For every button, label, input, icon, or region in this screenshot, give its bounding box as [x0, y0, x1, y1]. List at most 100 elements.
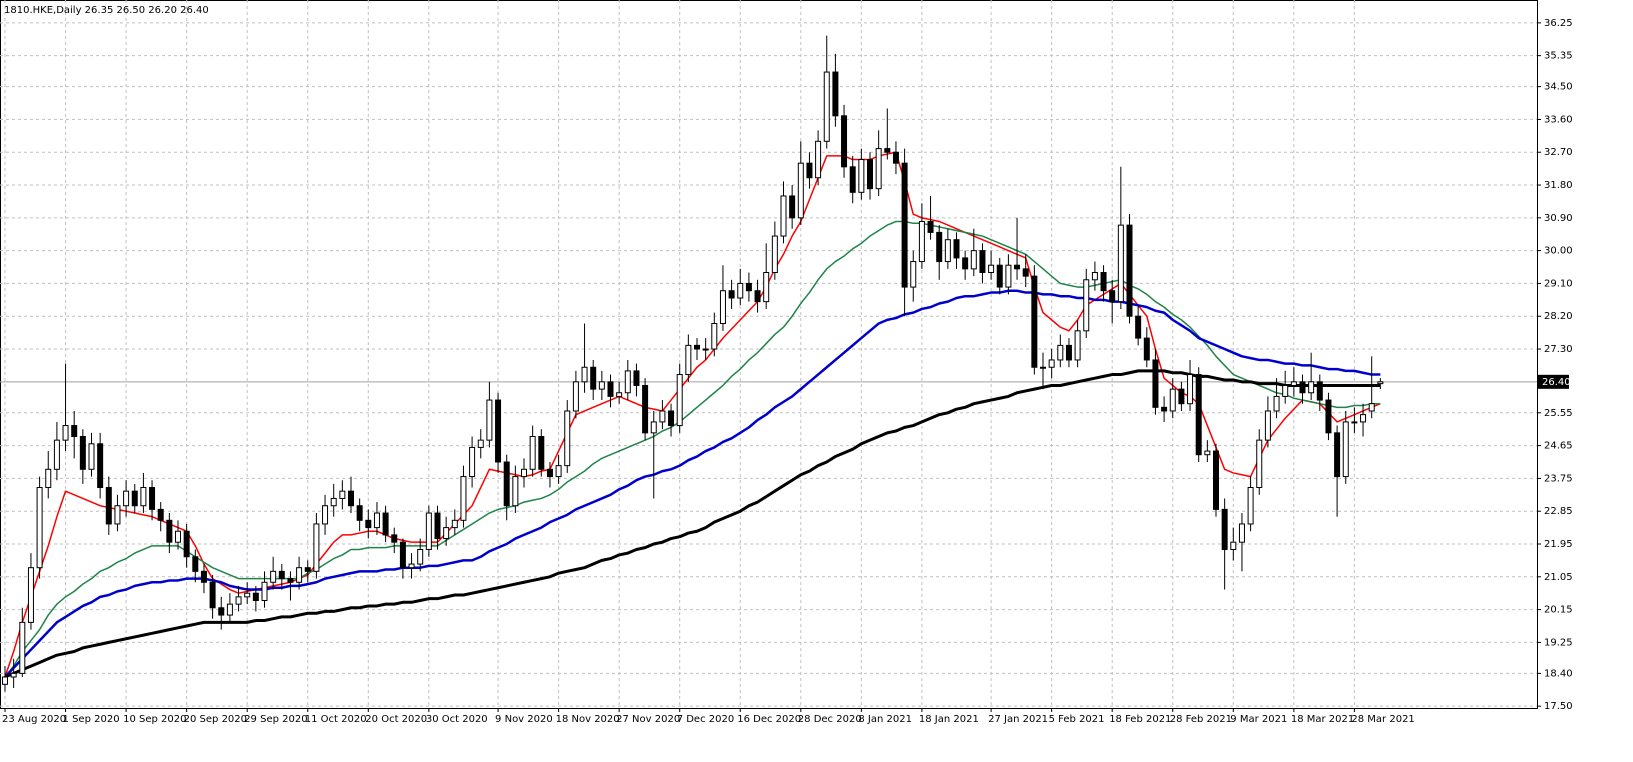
candle-body [1022, 268, 1029, 277]
y-tick-label: 19.25 [1544, 637, 1573, 648]
candle-body [278, 570, 285, 580]
y-tick-label: 18.40 [1544, 668, 1573, 679]
candle-body [771, 235, 778, 273]
candle-body [391, 534, 398, 543]
candle-body [477, 439, 484, 448]
candle-body [114, 505, 121, 525]
candle-body [616, 392, 623, 397]
candle-body [1256, 439, 1263, 489]
candle-body [1143, 337, 1150, 361]
candle-body [659, 410, 666, 423]
candle-body [356, 505, 363, 521]
y-tick-label: 27.30 [1544, 344, 1573, 355]
candle-body [780, 195, 787, 237]
last-price-box [1538, 374, 1569, 389]
candle-body [685, 344, 692, 376]
x-tick-label: 18 Nov 2020 [556, 714, 620, 725]
candle-body [901, 162, 908, 288]
candle-body [546, 468, 553, 478]
candle-body [1005, 264, 1012, 288]
candle-body [252, 592, 259, 601]
y-tick-label: 30.00 [1544, 246, 1573, 257]
candle-body [149, 487, 156, 510]
candle-body [1117, 224, 1124, 303]
candle-body [1109, 290, 1116, 303]
candle-body [1065, 344, 1072, 361]
candle-body [1342, 421, 1349, 478]
candle-body [1083, 279, 1090, 332]
moving-average-line [4, 220, 1381, 678]
x-tick-label: 20 Sep 2020 [184, 714, 247, 725]
candle-body [425, 512, 432, 550]
candle-body [1187, 374, 1194, 405]
candle-body [192, 556, 199, 572]
y-tick-label: 24.65 [1544, 441, 1573, 452]
candle-body [330, 497, 337, 507]
candle-body [175, 530, 181, 543]
x-tick-label: 23 Aug 2020 [2, 714, 66, 725]
candle-body [1014, 264, 1021, 270]
moving-averages [4, 151, 1381, 679]
candle-body [962, 257, 969, 270]
last-price-label: 26.40 [1542, 377, 1571, 388]
y-tick-label: 20.15 [1544, 605, 1573, 616]
candle-body [53, 439, 60, 470]
candle-body [62, 425, 69, 441]
candle-body [1074, 330, 1081, 361]
axes: 17.50 18.40 19.25 20.15 21.05 21.95 22.85 23.75… [2, 18, 1573, 725]
candle-body [296, 567, 303, 583]
candle-body [711, 323, 718, 350]
candle-body [1161, 406, 1168, 412]
candle-body [624, 370, 631, 394]
candle-body [157, 508, 164, 521]
candle-body [789, 195, 796, 219]
candle-body [339, 490, 346, 499]
candle-body [200, 570, 207, 583]
x-tick-label: 28 Mar 2021 [1351, 714, 1414, 725]
x-tick-label: 20 Oct 2020 [365, 714, 427, 725]
candle-body [676, 374, 683, 427]
candle-body [434, 512, 441, 540]
candle-body [1048, 359, 1055, 368]
x-tick-label: 28 Dec 2020 [798, 714, 862, 725]
candle-body [1230, 541, 1237, 550]
candle-body [1264, 410, 1271, 441]
candle-body [944, 239, 951, 263]
candle-body [313, 523, 320, 572]
candle-body [226, 603, 233, 616]
candle-body [348, 490, 354, 507]
candle-body [927, 220, 934, 233]
candle-body [123, 490, 130, 507]
x-tick-label: 18 Feb 2021 [1109, 714, 1171, 725]
y-tick-label: 33.60 [1544, 114, 1573, 125]
x-tick-label: 29 Sep 2020 [244, 714, 307, 725]
candle-body [728, 290, 735, 299]
candle-body [590, 366, 597, 390]
candle-body [572, 381, 579, 412]
candle-body [1031, 275, 1038, 368]
candle-body [849, 166, 856, 193]
candle-body [694, 344, 700, 350]
x-tick-label: 27 Nov 2020 [616, 714, 680, 725]
candle-body [1195, 374, 1202, 456]
candle-body [460, 476, 467, 521]
candle-body [322, 505, 329, 525]
candle-body [71, 425, 78, 437]
candle-body [1334, 432, 1341, 478]
candle-body [270, 570, 277, 583]
candle-body [633, 370, 640, 386]
candle-body [10, 672, 17, 678]
x-tick-label: 18 Jan 2021 [919, 714, 979, 725]
candle-body [382, 512, 389, 536]
candle-body [1282, 384, 1289, 397]
candle-body [1325, 399, 1332, 434]
candle-body [1247, 487, 1254, 525]
candle-body [815, 140, 822, 179]
candle-body [503, 461, 510, 507]
candle-body [1091, 271, 1098, 281]
y-tick-label: 32.70 [1544, 147, 1573, 158]
candle-body [209, 581, 216, 609]
y-tick-label: 31.80 [1544, 180, 1573, 191]
candle-body [1178, 388, 1185, 405]
